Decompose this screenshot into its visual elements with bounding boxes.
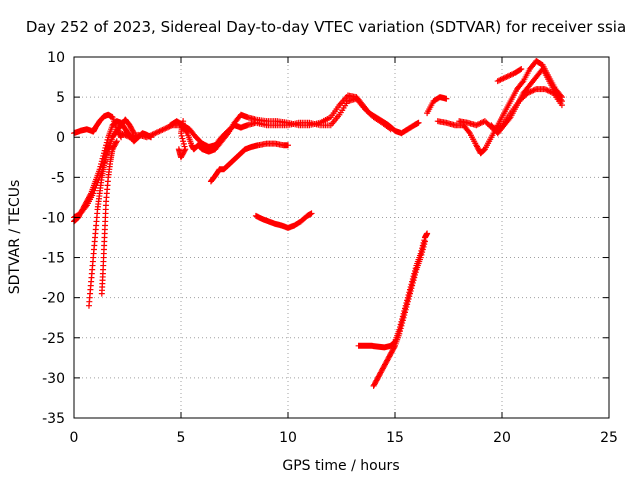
axis-ticks xyxy=(73,56,610,419)
y-tick-label: 10 xyxy=(47,50,65,66)
series-arc-e xyxy=(98,138,120,297)
y-tick-label: -20 xyxy=(42,291,65,307)
series-markers xyxy=(456,86,565,133)
y-tick-label: -10 xyxy=(42,210,65,226)
series-markers xyxy=(85,142,112,309)
x-tick-label: 25 xyxy=(600,430,618,446)
series-markers xyxy=(167,95,394,150)
y-tick-label: -30 xyxy=(42,371,65,387)
y-tick-label: 5 xyxy=(56,90,65,106)
x-tick-label: 5 xyxy=(177,430,186,446)
series-arc-d xyxy=(85,142,112,309)
x-tick-label: 10 xyxy=(279,430,297,446)
series-arc-k xyxy=(355,230,431,351)
y-axis-label: SDTVAR / TECUs xyxy=(7,180,23,295)
series-arc-p xyxy=(488,66,565,137)
chart-title: Day 252 of 2023, Sidereal Day-to-day VTE… xyxy=(26,18,626,36)
series-arc-l xyxy=(370,238,428,389)
data-markers xyxy=(71,58,565,389)
x-tick-label: 0 xyxy=(70,430,79,446)
x-tick-label: 20 xyxy=(493,430,511,446)
series-arc-o xyxy=(456,86,565,133)
series-markers xyxy=(488,66,565,137)
series-arc-h xyxy=(175,118,189,161)
y-tick-label: -25 xyxy=(42,331,65,347)
x-tick-labels: 0 5 10 15 20 25 xyxy=(70,430,618,446)
series-arc-j xyxy=(252,210,315,231)
y-tick-labels: 10 5 0 -5 -10 -15 -20 -25 -30 -35 xyxy=(42,50,65,427)
series-markers xyxy=(207,140,291,185)
grid-lines xyxy=(74,57,609,418)
series-arc-g xyxy=(167,95,394,150)
series-arc-q xyxy=(494,66,525,85)
y-tick-label: -15 xyxy=(42,251,65,267)
y-tick-label: -35 xyxy=(42,411,65,427)
plot-frame xyxy=(73,56,610,419)
series-markers xyxy=(175,118,189,161)
series-markers xyxy=(424,94,450,117)
series-arc-m xyxy=(424,94,450,117)
series-markers xyxy=(494,66,525,85)
series-markers xyxy=(252,210,315,231)
y-tick-label: 0 xyxy=(56,130,65,146)
x-axis-label: GPS time / hours xyxy=(282,458,399,474)
series-markers xyxy=(370,238,428,389)
series-arc-i xyxy=(207,140,291,185)
series-markers xyxy=(98,138,120,297)
y-tick-label: -5 xyxy=(51,170,65,186)
x-tick-label: 15 xyxy=(386,430,404,446)
series-markers xyxy=(355,230,431,351)
